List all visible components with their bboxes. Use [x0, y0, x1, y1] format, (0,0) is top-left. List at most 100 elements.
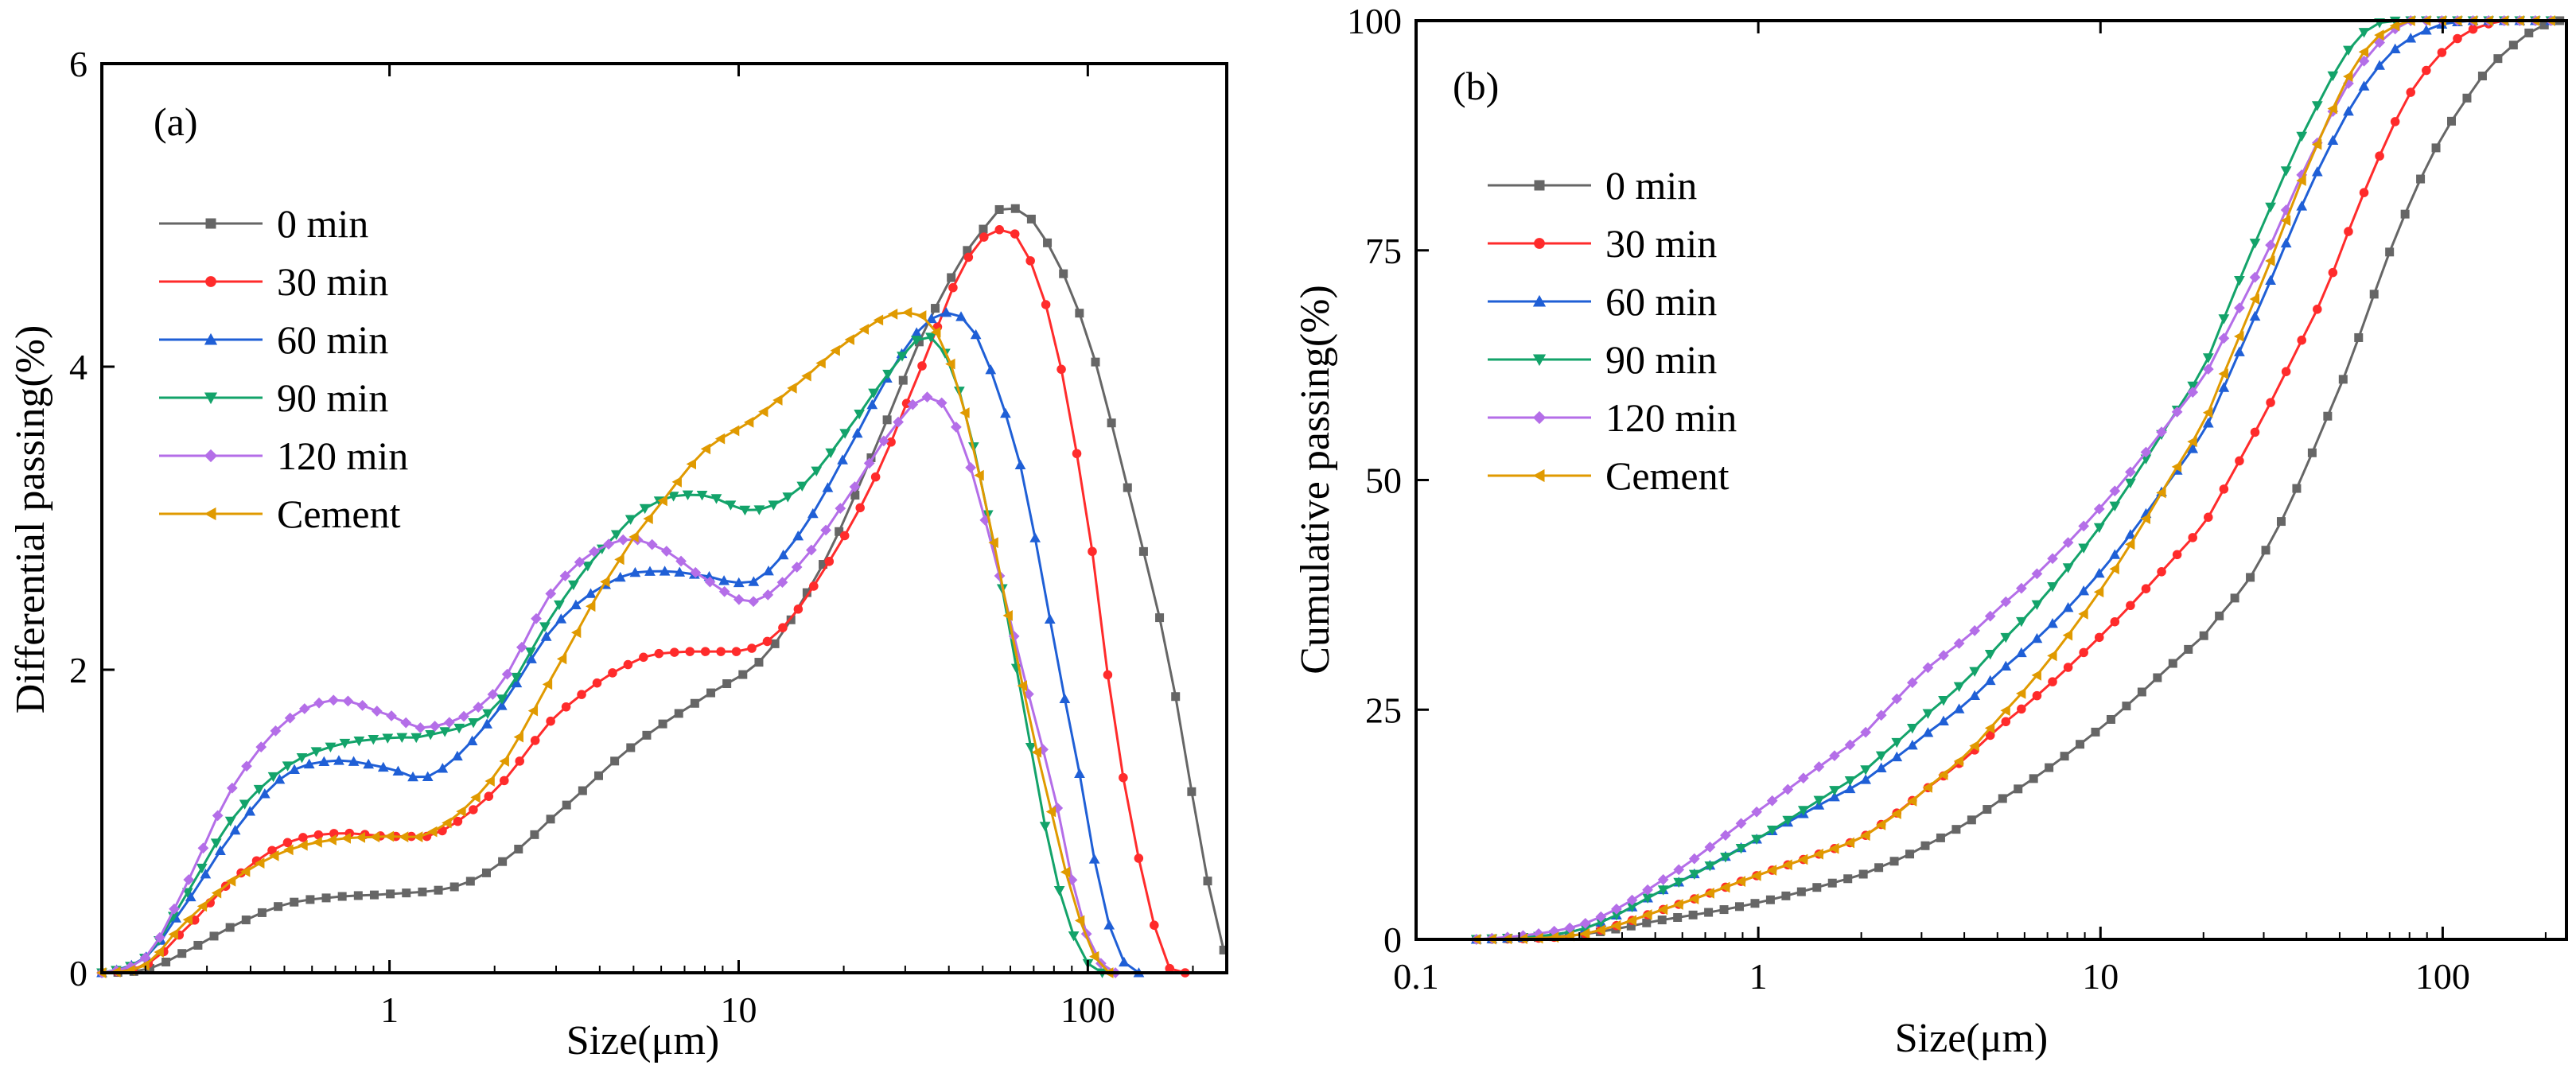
data-point: [1984, 610, 1996, 622]
data-point: [255, 741, 267, 752]
data-point: [1642, 918, 1652, 927]
data-point: [1906, 723, 1918, 734]
data-point: [2234, 346, 2245, 356]
data-point: [1611, 904, 1622, 915]
data-point: [2218, 332, 2230, 344]
data-point: [1813, 761, 1825, 772]
data-point: [1953, 638, 1965, 649]
data-point: [418, 887, 427, 896]
data-point: [1889, 857, 1899, 866]
data-point: [700, 443, 711, 455]
data-point: [1891, 737, 1903, 748]
data-point: [443, 717, 455, 729]
data-point: [743, 417, 754, 428]
data-point: [1922, 662, 1934, 674]
data-point: [686, 458, 697, 470]
data-point: [1905, 849, 1915, 859]
data-point: [2063, 663, 2073, 672]
data-point: [2062, 602, 2074, 612]
data-point: [1025, 742, 1037, 753]
data-point: [994, 225, 1005, 235]
series-line-cement: [1476, 19, 2551, 941]
data-point: [1938, 715, 1949, 726]
data-point: [1829, 786, 1840, 796]
data-point: [718, 575, 730, 585]
data-point: [1118, 956, 1130, 967]
data-point: [748, 576, 760, 586]
data-point: [1829, 842, 1839, 854]
data-point: [340, 832, 351, 844]
data-point: [1673, 864, 1685, 876]
data-point: [2000, 660, 2012, 671]
data-point: [792, 531, 804, 541]
data-point: [2093, 586, 2104, 598]
data-point: [787, 383, 797, 394]
data-point: [1782, 859, 1792, 871]
data-point: [1103, 919, 1115, 930]
data-point: [282, 761, 294, 772]
data-point: [209, 931, 219, 941]
data-point: [2000, 632, 2012, 643]
data-point: [282, 838, 293, 848]
data-point: [917, 361, 927, 371]
data-point: [2539, 20, 2549, 29]
data-point: [1953, 756, 1964, 767]
data-point: [1720, 881, 1730, 893]
data-point: [1936, 833, 1945, 842]
data-point: [1039, 822, 1051, 832]
data-point: [940, 307, 952, 317]
data-point: [531, 612, 542, 624]
data-point: [669, 647, 679, 657]
data-point: [2126, 601, 2135, 611]
y-tick-label: 4: [69, 347, 88, 387]
data-point: [2187, 381, 2199, 392]
data-point: [2234, 302, 2245, 314]
data-point: [2093, 503, 2105, 515]
data-point: [809, 581, 819, 591]
data-point: [1860, 830, 1870, 842]
data-point: [239, 865, 251, 877]
data-point: [326, 834, 337, 846]
data-point: [559, 570, 571, 581]
data-point: [1844, 783, 1856, 794]
data-point: [1922, 709, 1934, 719]
data-point: [2406, 87, 2416, 97]
data-point: [608, 668, 617, 678]
data-point: [2141, 584, 2151, 593]
data-point: [582, 562, 593, 572]
data-point: [2125, 538, 2135, 550]
data-point: [2109, 501, 2121, 512]
legend-label: Cement: [1605, 453, 1730, 498]
data-point: [2062, 563, 2074, 573]
data-point: [2014, 784, 2023, 794]
data-point: [945, 358, 955, 370]
data-point: [1657, 885, 1669, 896]
data-point: [893, 416, 904, 428]
data-point: [1874, 863, 1884, 873]
data-point: [725, 500, 737, 511]
data-point: [623, 659, 633, 670]
data-point: [731, 647, 741, 656]
data-point: [1704, 887, 1714, 899]
data-point: [1165, 963, 1175, 974]
data-point: [2235, 456, 2244, 466]
data-point: [965, 461, 976, 473]
data-point: [674, 709, 683, 718]
data-point: [1891, 751, 1903, 762]
data-point: [561, 702, 571, 712]
data-point: [603, 538, 614, 550]
data-point: [1134, 853, 1144, 863]
data-point: [931, 304, 940, 313]
legend-item-cement: Cement: [1488, 453, 1730, 498]
data-point: [2060, 752, 2069, 761]
data-point: [897, 352, 908, 362]
data-point: [2140, 513, 2150, 525]
data-point: [1014, 459, 1026, 469]
data-point: [303, 758, 315, 769]
x-tick-label: 1: [1749, 956, 1768, 997]
data-point: [644, 566, 656, 576]
data-point: [570, 599, 582, 610]
data-point: [2091, 727, 2100, 737]
data-point: [778, 623, 788, 632]
data-point: [2015, 647, 2027, 658]
